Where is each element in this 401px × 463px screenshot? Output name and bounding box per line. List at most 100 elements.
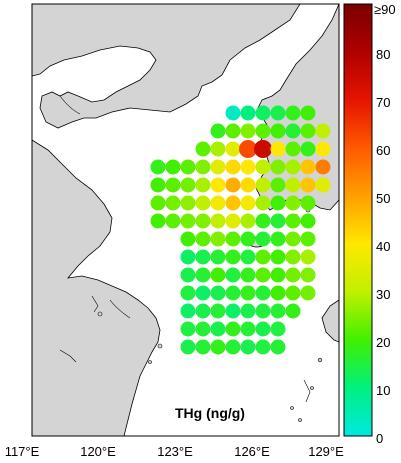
sampling-station — [285, 177, 301, 193]
sampling-station — [270, 213, 286, 229]
sampling-station — [285, 213, 301, 229]
sampling-station — [180, 339, 196, 355]
sampling-station — [210, 213, 226, 229]
sampling-station — [195, 141, 211, 157]
sampling-station — [315, 177, 331, 193]
sampling-station — [285, 249, 301, 265]
sampling-station — [225, 267, 241, 283]
sampling-station — [150, 213, 166, 229]
sampling-station — [300, 177, 316, 193]
colorbar-tick-label: 80 — [376, 47, 390, 62]
sampling-station — [180, 231, 196, 247]
sampling-station — [225, 285, 241, 301]
sampling-station — [255, 123, 271, 139]
colorbar-tick-label: 0 — [376, 431, 383, 446]
colorbar-tick-label: 30 — [376, 287, 390, 302]
sampling-station — [300, 105, 316, 121]
sampling-station — [240, 285, 256, 301]
lon-tick-label: 120°E — [80, 444, 116, 459]
sampling-station — [180, 267, 196, 283]
sampling-station — [225, 249, 241, 265]
colorbar-tick-label: 60 — [376, 143, 390, 158]
sampling-station — [165, 213, 181, 229]
sampling-station — [270, 177, 286, 193]
sampling-station — [225, 303, 241, 319]
sampling-station — [270, 267, 286, 283]
sampling-station — [195, 249, 211, 265]
sampling-station — [195, 195, 211, 211]
sampling-station — [270, 231, 286, 247]
sampling-station — [255, 267, 271, 283]
sampling-station — [180, 285, 196, 301]
sampling-station — [315, 141, 331, 157]
sampling-station — [255, 249, 271, 265]
sampling-station — [165, 195, 181, 211]
sampling-station — [240, 267, 256, 283]
sampling-station — [210, 249, 226, 265]
sampling-station — [300, 159, 316, 175]
sampling-station — [270, 141, 286, 157]
sampling-station — [210, 159, 226, 175]
sampling-station — [210, 339, 226, 355]
sampling-station — [210, 123, 226, 139]
sampling-station — [240, 303, 256, 319]
sampling-station — [210, 303, 226, 319]
sampling-station — [300, 123, 316, 139]
colorbar-tick-label: ≥90 — [374, 2, 396, 17]
sampling-station — [300, 267, 316, 283]
sampling-station — [285, 285, 301, 301]
sampling-station — [270, 159, 286, 175]
sampling-station — [239, 140, 257, 158]
sampling-station — [270, 195, 286, 211]
sampling-station — [210, 177, 226, 193]
sampling-station — [285, 195, 301, 211]
sampling-station — [254, 140, 272, 158]
sampling-station — [225, 195, 241, 211]
map-quantity-label: THg (ng/g) — [175, 405, 245, 421]
sampling-station — [240, 249, 256, 265]
colorbar — [343, 3, 373, 437]
sampling-station — [180, 177, 196, 193]
sampling-station — [195, 339, 211, 355]
sampling-station — [240, 339, 256, 355]
longitude-axis: 117°E 120°E 123°E 126°E 129°E — [5, 444, 344, 459]
sampling-station — [150, 159, 166, 175]
sampling-station — [150, 177, 166, 193]
sampling-station — [180, 321, 196, 337]
sampling-station — [180, 249, 196, 265]
land-japan-kyushu — [321, 299, 339, 343]
sampling-station — [210, 285, 226, 301]
sampling-station — [285, 267, 301, 283]
sampling-station — [225, 123, 241, 139]
land-china-north — [32, 4, 301, 129]
sampling-station — [300, 231, 316, 247]
sampling-station — [225, 141, 241, 157]
sampling-station — [285, 105, 301, 121]
sampling-station — [285, 123, 301, 139]
sampling-station — [225, 213, 241, 229]
sampling-station — [285, 141, 301, 157]
sampling-station — [195, 303, 211, 319]
sampling-station — [195, 213, 211, 229]
sampling-station — [210, 141, 226, 157]
sampling-station — [225, 321, 241, 337]
sampling-station — [240, 123, 256, 139]
sampling-station — [255, 339, 271, 355]
sampling-station — [255, 285, 271, 301]
sampling-station — [240, 213, 256, 229]
sampling-station — [285, 231, 301, 247]
sampling-station — [195, 159, 211, 175]
sampling-station — [240, 159, 256, 175]
land-china-east — [32, 139, 161, 436]
lon-tick-label: 123°E — [157, 444, 193, 459]
sampling-station — [240, 177, 256, 193]
sampling-station — [270, 339, 286, 355]
sampling-station — [225, 339, 241, 355]
sampling-station — [195, 231, 211, 247]
colorbar-tick-label: 70 — [376, 95, 390, 110]
colorbar-tick-label: 20 — [376, 335, 390, 350]
sampling-station — [255, 177, 271, 193]
sampling-station — [195, 321, 211, 337]
sampling-station — [225, 231, 241, 247]
colorbar-ticks: 0 10 20 30 40 50 60 70 80 ≥90 — [374, 2, 396, 446]
